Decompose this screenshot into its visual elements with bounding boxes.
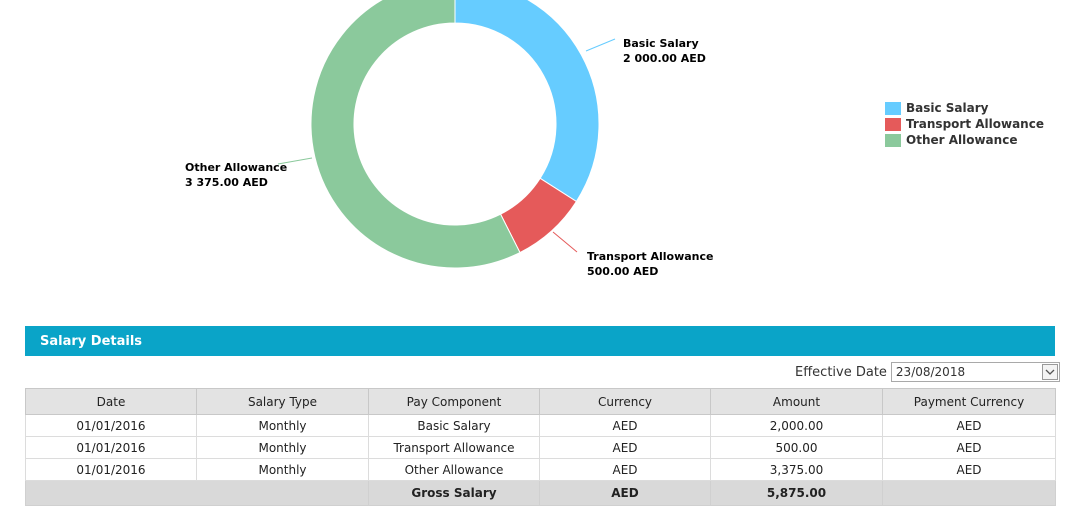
salary-donut-chart: Basic Salary 2 000.00 AED Transport Allowa… (185, 0, 713, 278)
column-header-amount[interactable]: Amount (710, 388, 883, 415)
legend-label: Other Allowance (906, 133, 1018, 147)
gross-salary-currency: AED (539, 480, 711, 506)
cell-amount: 2,000.00 (710, 414, 883, 437)
total-spacer-end (882, 480, 1056, 506)
effective-date-filter: Effective Date 23/08/2018 (795, 362, 1060, 382)
effective-date-select[interactable]: 23/08/2018 (890, 362, 1060, 382)
effective-date-value: 23/08/2018 (895, 365, 966, 379)
column-header-payment-currency[interactable]: Payment Currency (882, 388, 1056, 415)
cell-pay-component: Other Allowance (368, 458, 540, 481)
column-header-salary-type[interactable]: Salary Type (196, 388, 369, 415)
column-header-currency[interactable]: Currency (539, 388, 711, 415)
effective-date-label: Effective Date (795, 364, 887, 380)
cell-currency: AED (539, 414, 711, 437)
table-row[interactable]: 01/01/2016 Monthly Basic Salary AED 2,00… (25, 414, 1056, 437)
table-row[interactable]: 01/01/2016 Monthly Transport Allowance A… (25, 436, 1056, 459)
cell-payment-currency: AED (882, 436, 1056, 459)
cell-amount: 500.00 (710, 436, 883, 459)
slice-label-value: 500.00 AED (587, 265, 658, 278)
slice-label-value: 3 375.00 AED (185, 176, 268, 189)
total-spacer (25, 480, 369, 506)
gross-salary-row: Gross Salary AED 5,875.00 (25, 480, 1056, 506)
cell-date: 01/01/2016 (25, 436, 197, 459)
salary-table: Date Salary Type Pay Component Currency … (25, 388, 1056, 506)
cell-date: 01/01/2016 (25, 458, 197, 481)
legend-item-transport-allowance[interactable]: Transport Allowance (885, 116, 1044, 132)
cell-pay-component: Basic Salary (368, 414, 540, 437)
slice-label-name: Basic Salary (623, 37, 699, 50)
cell-salary-type: Monthly (196, 458, 369, 481)
cell-currency: AED (539, 436, 711, 459)
column-header-date[interactable]: Date (25, 388, 197, 415)
table-row[interactable]: 01/01/2016 Monthly Other Allowance AED 3… (25, 458, 1056, 481)
cell-salary-type: Monthly (196, 436, 369, 459)
slice-label-name: Other Allowance (185, 161, 287, 174)
slice-connector-line (277, 157, 313, 165)
legend-swatch (885, 117, 901, 131)
cell-amount: 3,375.00 (710, 458, 883, 481)
legend-label: Transport Allowance (906, 117, 1044, 131)
donut-slice-basic-salary[interactable] (454, 0, 600, 203)
salary-details-header: Salary Details (25, 326, 1055, 356)
donut-slice-other-allowance[interactable] (310, 0, 521, 269)
chevron-down-icon[interactable] (1041, 364, 1058, 380)
legend-swatch (885, 101, 901, 115)
cell-salary-type: Monthly (196, 414, 369, 437)
slice-connector-line (552, 231, 578, 253)
legend-swatch (885, 133, 901, 147)
cell-payment-currency: AED (882, 414, 1056, 437)
cell-payment-currency: AED (882, 458, 1056, 481)
cell-currency: AED (539, 458, 711, 481)
slice-label-name: Transport Allowance (587, 250, 713, 263)
legend-item-other-allowance[interactable]: Other Allowance (885, 132, 1044, 148)
gross-salary-amount: 5,875.00 (710, 480, 883, 506)
table-header-row: Date Salary Type Pay Component Currency … (25, 388, 1056, 415)
cell-date: 01/01/2016 (25, 414, 197, 437)
chart-legend: Basic Salary Transport Allowance Other A… (885, 100, 1044, 148)
slice-label-value: 2 000.00 AED (623, 52, 706, 65)
cell-pay-component: Transport Allowance (368, 436, 540, 459)
legend-item-basic-salary[interactable]: Basic Salary (885, 100, 1044, 116)
slice-connector-line (585, 38, 616, 52)
legend-label: Basic Salary (906, 101, 989, 115)
gross-salary-label: Gross Salary (368, 480, 540, 506)
column-header-pay-component[interactable]: Pay Component (368, 388, 540, 415)
